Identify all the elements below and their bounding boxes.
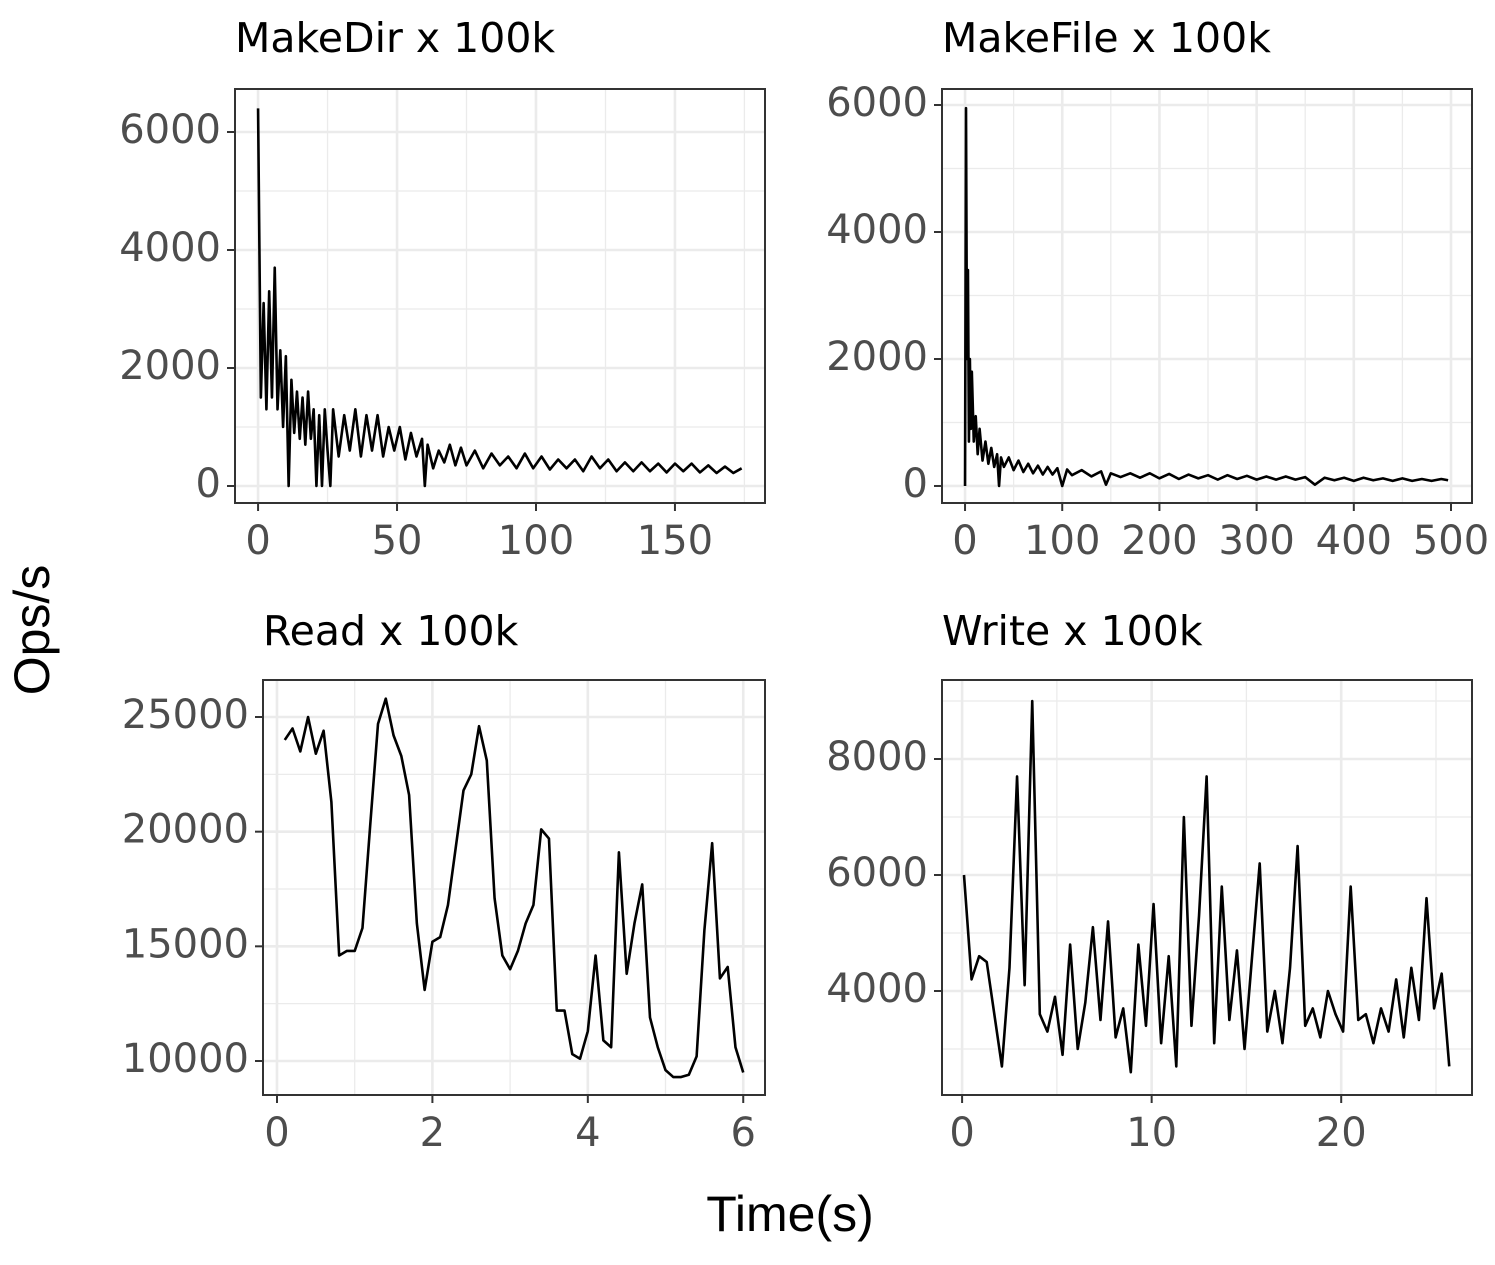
x-tick-label: 400 xyxy=(1316,518,1392,564)
panel-title: MakeDir x 100k xyxy=(235,14,555,62)
x-tick-label: 6 xyxy=(731,1110,756,1156)
y-tick-label: 6000 xyxy=(826,850,928,896)
y-tick-label: 4000 xyxy=(119,225,221,271)
y-tick-label: 4000 xyxy=(826,966,928,1012)
y-axis-title: Ops/s xyxy=(4,565,60,696)
data-line xyxy=(962,699,1451,1074)
x-axis-title: Time(s) xyxy=(706,1186,874,1242)
panel-title: MakeFile x 100k xyxy=(942,14,1271,62)
panel-border xyxy=(262,679,766,1096)
y-tick-label: 2000 xyxy=(119,343,221,389)
data-line xyxy=(963,106,1449,488)
x-tick-label: 500 xyxy=(1413,518,1489,564)
x-tick-label: 0 xyxy=(952,518,977,564)
y-tick-label: 0 xyxy=(903,461,928,507)
panel-title: Read x 100k xyxy=(263,607,519,655)
x-tick-label: 100 xyxy=(1024,518,1100,564)
y-tick-label: 2000 xyxy=(826,334,928,380)
x-tick-label: 20 xyxy=(1316,1110,1367,1156)
y-tick-label: 20000 xyxy=(122,807,249,853)
x-tick-label: 2 xyxy=(420,1110,445,1156)
y-tick-label: 4000 xyxy=(826,207,928,253)
y-tick-label: 6000 xyxy=(826,80,928,126)
x-tick-label: 0 xyxy=(264,1110,289,1156)
x-tick-label: 100 xyxy=(498,518,574,564)
panel-border xyxy=(234,88,766,504)
x-tick-label: 200 xyxy=(1121,518,1197,564)
data-line xyxy=(256,108,743,488)
x-tick-label: 10 xyxy=(1126,1110,1177,1156)
x-tick-label: 300 xyxy=(1218,518,1294,564)
panel xyxy=(263,680,765,1095)
x-tick-label: 150 xyxy=(637,518,713,564)
x-tick-label: 0 xyxy=(949,1110,974,1156)
x-tick-label: 0 xyxy=(245,518,270,564)
y-tick-label: 10000 xyxy=(122,1036,249,1082)
y-tick-label: 8000 xyxy=(826,734,928,780)
y-tick-label: 15000 xyxy=(122,921,249,967)
y-tick-label: 0 xyxy=(196,461,221,507)
data-line xyxy=(283,697,745,1079)
x-tick-label: 4 xyxy=(575,1110,600,1156)
panel-title: Write x 100k xyxy=(942,607,1203,655)
panel-border xyxy=(941,679,1473,1096)
x-tick-label: 50 xyxy=(372,518,423,564)
y-tick-label: 6000 xyxy=(119,107,221,153)
panel-border xyxy=(941,88,1473,504)
y-tick-label: 25000 xyxy=(122,692,249,738)
